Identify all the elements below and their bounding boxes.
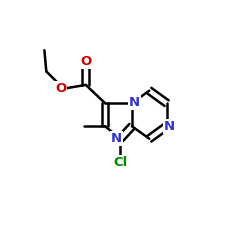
- Text: O: O: [80, 55, 92, 68]
- Text: N: N: [111, 132, 122, 145]
- Text: O: O: [55, 82, 66, 95]
- Text: N: N: [129, 96, 140, 109]
- Text: Cl: Cl: [113, 156, 128, 169]
- Text: N: N: [164, 120, 175, 133]
